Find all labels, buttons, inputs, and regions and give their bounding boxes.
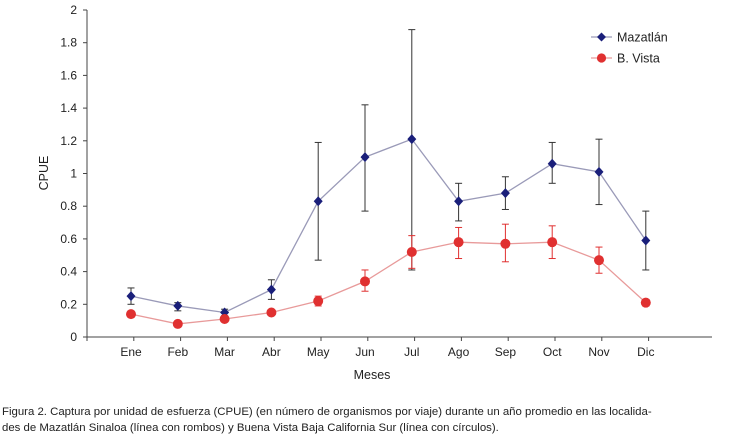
x-tick-label: Ago [448,345,470,359]
data-point-mazatlan [547,158,557,169]
legend-circle-marker [596,53,607,63]
caption-line-2: des de Mazatlán Sinaloa (línea con rombo… [2,421,499,434]
caption-line-1: Figura 2. Captura por unidad de esfuerza… [2,406,652,418]
legend-item-bvista: B. Vista [591,52,660,66]
data-point-mazatlan [266,284,276,295]
x-tick-label: Feb [167,345,188,359]
series-layer [126,29,651,329]
data-point-bvista [594,255,604,266]
data-point-bvista [453,237,464,248]
x-axis-ticks: Ene Feb Mar Abr May Jun Jul Ago Sep Oct Nov Dic [86,337,654,359]
data-point-mazatlan [360,152,370,163]
x-tick-label: Sep [495,345,517,359]
data-point-mazatlan [407,134,417,145]
x-tick-label: May [307,345,330,359]
x-tick-label: Oct [543,345,562,359]
figure-caption: Figura 2. Captura por unidad de esfuerza… [2,405,738,436]
y-tick-label: 1.4 [60,101,77,115]
y-axis-ticks: 0 0.2 0.4 0.6 0.8 1 1.2 1.4 1.6 1.8 2 [60,3,87,344]
series-mazatlan [126,29,651,318]
x-tick-label: Ene [120,345,142,359]
data-point-bvista [360,276,370,287]
y-tick-label: 2 [70,3,77,17]
data-point-bvista [640,297,651,308]
y-tick-label: 0 [70,330,77,344]
y-tick-label: 1.6 [60,68,77,82]
data-point-bvista [266,307,277,318]
y-tick-label: 0.8 [60,199,77,213]
data-point-bvista [126,309,136,320]
x-tick-label: Nov [588,345,609,359]
series-line-bvista [130,241,647,325]
data-point-bvista [219,314,230,325]
legend-diamond-marker [597,32,606,42]
x-tick-label: Mar [214,345,235,359]
data-point-bvista [547,237,558,248]
x-tick-label: Dic [637,345,654,359]
legend: Mazatlán B. Vista [591,31,668,66]
x-tick-label: Jul [404,345,419,359]
data-point-bvista [172,318,183,329]
legend-label-bvista: B. Vista [617,52,660,66]
data-point-mazatlan [500,188,510,199]
data-point-mazatlan [594,166,604,177]
series-line-mazatlan [130,138,647,314]
data-point-bvista [406,246,417,257]
data-point-bvista [313,296,324,307]
y-tick-label: 1.8 [60,36,77,50]
legend-item-mazatlan: Mazatlán [591,31,668,45]
y-tick-label: 0.2 [60,297,77,311]
data-point-mazatlan [173,300,183,311]
data-point-bvista [500,238,511,249]
x-axis-title: Meses [354,368,391,382]
series-bvista [126,223,651,329]
x-tick-label: Abr [262,345,281,359]
data-point-mazatlan [313,196,323,207]
y-tick-label: 1 [70,167,77,181]
data-point-mazatlan [126,291,136,302]
data-point-mazatlan [454,196,464,207]
data-point-mazatlan [641,235,651,246]
y-tick-label: 0.4 [60,265,77,279]
x-tick-label: Jun [355,345,374,359]
legend-label-mazatlan: Mazatlán [617,31,668,45]
cpue-line-chart: 0 0.2 0.4 0.6 0.8 1 1.2 1.4 1.6 1.8 2 Ene Feb Mar Abr… [37,3,712,382]
y-tick-label: 1.2 [60,134,77,148]
y-axis-title: CPUE [37,156,51,191]
y-tick-label: 0.6 [60,232,77,246]
